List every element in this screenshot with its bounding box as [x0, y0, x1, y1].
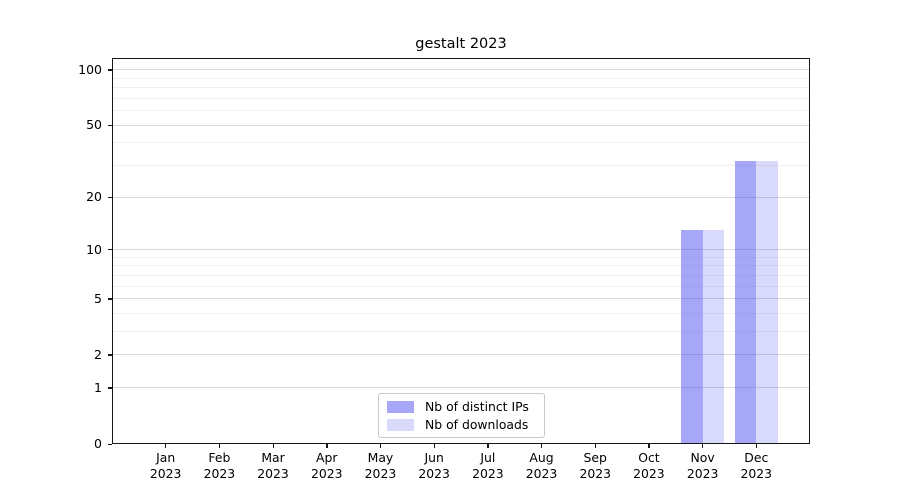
legend-item-downloads: Nb of downloads — [387, 417, 544, 432]
bar-distinct-ips — [681, 230, 703, 444]
legend-label-distinct-ips: Nb of distinct IPs — [425, 399, 529, 414]
major-y-gridline — [112, 196, 810, 198]
x-tick-label: Jan 2023 — [135, 450, 197, 481]
y-tick — [107, 387, 112, 389]
plot-area — [112, 58, 810, 444]
y-tick — [107, 69, 112, 71]
x-tick — [755, 444, 758, 448]
x-tick-year: 2023 — [686, 465, 719, 481]
y-tick — [107, 443, 112, 445]
x-tick-month: Nov — [690, 450, 715, 465]
x-tick-month: Apr — [316, 450, 338, 465]
x-tick-year: 2023 — [149, 465, 182, 481]
minor-y-gridline — [112, 77, 810, 79]
x-tick-month: Mar — [261, 450, 285, 465]
x-tick-label: Nov 2023 — [672, 450, 734, 481]
chart-title: gestalt 2023 — [415, 36, 507, 52]
y-tick-label: 5 — [94, 290, 102, 306]
y-tick-label: 100 — [78, 61, 102, 77]
y-tick-label: 20 — [86, 189, 102, 205]
major-y-gridline — [112, 69, 810, 71]
bar-distinct-ips — [734, 160, 757, 444]
x-tick-label: Dec 2023 — [725, 450, 787, 481]
legend-label-downloads: Nb of downloads — [425, 417, 529, 432]
x-tick-year: 2023 — [203, 465, 236, 481]
x-tick-month: Oct — [638, 450, 660, 465]
x-tick-label: Apr 2023 — [296, 450, 358, 481]
x-tick — [433, 444, 435, 448]
minor-y-gridline — [112, 165, 810, 167]
legend-swatch-downloads — [387, 418, 414, 431]
x-tick-month: Jul — [480, 450, 496, 465]
x-tick — [272, 444, 274, 448]
x-tick — [379, 444, 382, 448]
x-tick-label: Oct 2023 — [618, 450, 680, 481]
x-tick-year: 2023 — [364, 465, 397, 481]
x-tick — [648, 444, 650, 448]
x-tick-month: May — [367, 450, 394, 465]
major-y-gridline — [112, 249, 810, 251]
major-y-gridline — [112, 354, 810, 356]
major-y-gridline — [112, 124, 810, 126]
y-tick — [107, 124, 112, 127]
y-tick-label: 2 — [94, 346, 102, 362]
y-tick-label: 10 — [86, 241, 102, 257]
minor-y-gridline — [112, 256, 810, 258]
x-tick-label: Jun 2023 — [403, 450, 465, 481]
minor-y-gridline — [112, 331, 810, 333]
x-tick-year: 2023 — [310, 465, 343, 481]
x-tick — [702, 444, 704, 448]
minor-y-gridline — [112, 265, 810, 267]
minor-y-gridline — [112, 285, 810, 287]
x-tick-label: May 2023 — [349, 450, 411, 481]
x-tick-label: Sep 2023 — [564, 450, 626, 481]
x-tick-month: Feb — [208, 450, 231, 465]
x-tick-month: Jan — [156, 450, 176, 465]
x-tick-label: Jul 2023 — [457, 450, 519, 481]
y-tick — [107, 196, 112, 199]
x-tick — [594, 444, 597, 448]
y-tick-label: 1 — [94, 379, 102, 395]
bar-downloads — [756, 160, 778, 444]
y-tick-label: 0 — [94, 436, 102, 451]
minor-y-gridline — [112, 97, 810, 99]
x-tick-year: 2023 — [257, 465, 289, 481]
y-tick — [107, 354, 112, 356]
x-tick-month: Jun — [424, 450, 444, 465]
minor-y-gridline — [112, 87, 810, 89]
x-tick — [487, 444, 489, 448]
legend: Nb of distinct IPs Nb of downloads — [378, 393, 545, 438]
x-tick-month: Sep — [583, 450, 607, 465]
x-tick-label: Feb 2023 — [188, 450, 250, 481]
x-tick-year: 2023 — [579, 465, 611, 481]
x-tick-year: 2023 — [418, 465, 450, 481]
x-tick-year: 2023 — [633, 465, 665, 481]
x-tick — [541, 444, 543, 448]
x-tick-year: 2023 — [472, 465, 504, 481]
legend-item-distinct-ips: Nb of distinct IPs — [387, 399, 544, 414]
x-tick — [165, 444, 167, 448]
y-tick — [107, 249, 112, 251]
bar-downloads — [702, 230, 725, 444]
x-tick-label: Mar 2023 — [242, 450, 304, 481]
minor-y-gridline — [112, 274, 810, 276]
y-tick-label: 50 — [86, 117, 102, 133]
minor-y-gridline — [112, 142, 810, 144]
x-tick-month: Dec — [744, 450, 769, 465]
x-tick — [326, 444, 328, 448]
minor-y-gridline — [112, 313, 810, 315]
x-tick-month: Aug — [529, 450, 554, 465]
major-y-gridline — [112, 298, 810, 300]
x-tick-year: 2023 — [740, 465, 773, 481]
x-tick — [218, 444, 221, 448]
minor-y-gridline — [112, 110, 810, 112]
x-tick-year: 2023 — [525, 465, 558, 481]
legend-swatch-distinct-ips — [387, 400, 414, 413]
y-tick — [107, 298, 112, 300]
major-y-gridline — [112, 387, 810, 389]
x-tick-label: Aug 2023 — [511, 450, 573, 481]
